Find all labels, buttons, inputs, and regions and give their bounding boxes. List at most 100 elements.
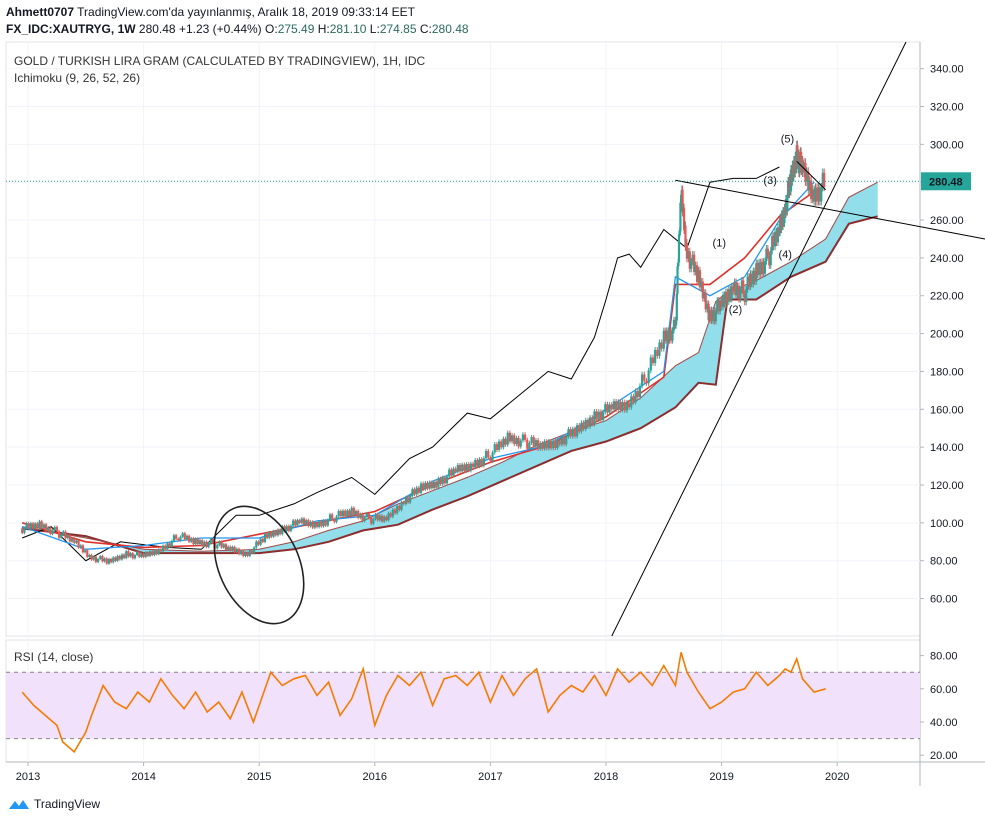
candle-body — [64, 531, 67, 539]
candle-body — [612, 401, 616, 410]
candle-body — [194, 538, 197, 545]
candle-body — [274, 531, 277, 536]
y-tick-label: 240.00 — [930, 253, 964, 265]
candle-body — [467, 464, 470, 471]
candle-body — [719, 300, 722, 312]
candle-body — [283, 526, 286, 532]
candle-body — [62, 531, 65, 535]
candle-body — [554, 440, 557, 448]
candle-body — [31, 523, 35, 529]
y-tick-label: 200.00 — [930, 329, 964, 341]
candle-body — [170, 541, 173, 547]
candle-body — [404, 497, 407, 504]
candle-body — [435, 481, 438, 488]
rsi-y-tick-label: 40.00 — [930, 717, 958, 729]
candle-body — [289, 525, 293, 531]
publish-line: Ahmett0707 TradingView.com'da yayınlanmı… — [6, 4, 469, 21]
publish-info: TradingView.com'da yayınlanmış, Aralık 1… — [77, 5, 415, 19]
tradingview-logo-icon — [9, 800, 29, 809]
candle-body — [804, 162, 807, 182]
candle-body — [227, 546, 230, 550]
candle-body — [760, 261, 764, 275]
candle-body — [398, 505, 401, 510]
hand-drawn-ellipse — [213, 505, 305, 625]
candle-body — [129, 553, 132, 557]
candle-body — [700, 281, 703, 288]
candle-body — [697, 270, 700, 283]
candle-body — [569, 429, 572, 437]
y-tick-label: 260.00 — [930, 215, 964, 227]
close-value: 280.48 — [431, 22, 469, 36]
x-tick-label: 2014 — [131, 771, 155, 783]
candle-body — [450, 469, 453, 476]
candle-body — [573, 428, 577, 437]
candle-body — [103, 558, 106, 562]
candle-body — [484, 450, 488, 459]
candle-body — [107, 558, 111, 564]
candle-body — [331, 514, 334, 520]
candle-body — [383, 516, 386, 522]
candle-body — [615, 401, 618, 410]
candle-body — [131, 553, 134, 559]
candle-body — [380, 515, 384, 522]
candle-body — [378, 515, 381, 521]
candle-body — [641, 374, 644, 386]
y-tick-label: 60.00 — [930, 594, 958, 606]
candle-body — [536, 440, 540, 449]
candle-body — [636, 391, 639, 398]
candle-body — [737, 285, 741, 300]
candle-body — [437, 478, 440, 488]
candle-body — [821, 172, 824, 188]
candle-body — [92, 556, 95, 560]
candle-body — [589, 417, 592, 427]
candle-body — [773, 231, 777, 247]
candle-body — [502, 438, 505, 448]
ichimoku-cloud — [22, 182, 878, 554]
candle-body — [724, 291, 728, 305]
candle-body — [253, 547, 256, 554]
candle-body — [263, 533, 267, 542]
tradingview-brand[interactable]: TradingView — [8, 797, 100, 811]
candle-body — [135, 551, 139, 556]
wave-label: (4) — [778, 249, 791, 261]
candle-body — [478, 459, 481, 467]
candle-body — [335, 516, 338, 522]
candle-body — [547, 441, 551, 449]
candle-body — [361, 514, 364, 521]
candle-body — [352, 507, 355, 515]
candle-body — [647, 370, 650, 384]
rsi-y-tick-label: 60.00 — [930, 684, 958, 696]
candle-body — [680, 194, 683, 203]
candle-body — [309, 521, 312, 527]
candle-body — [354, 510, 358, 515]
candle-body — [565, 436, 568, 445]
candle-body — [543, 441, 546, 449]
candle-body — [736, 285, 739, 296]
author-name[interactable]: Ahmett0707 — [6, 5, 75, 19]
candle-body — [582, 422, 585, 430]
high-label: H: — [317, 22, 330, 36]
candle-body — [584, 420, 587, 430]
candle-body — [25, 523, 28, 529]
candle-body — [426, 482, 429, 489]
candle-body — [439, 478, 442, 485]
candle-body — [27, 523, 30, 529]
candle-body — [595, 411, 598, 420]
candle-body — [720, 300, 723, 308]
candle-body — [820, 187, 823, 202]
candle-body — [259, 538, 262, 545]
candle-body — [606, 404, 609, 413]
candle-body — [322, 520, 325, 527]
candle-body — [765, 248, 768, 262]
candle-body — [665, 330, 668, 341]
candle-body — [482, 458, 485, 466]
candles-group — [21, 140, 826, 565]
candle-body — [248, 550, 251, 556]
candle-body — [402, 502, 405, 504]
y-tick-label: 320.00 — [930, 101, 964, 113]
candle-body — [391, 509, 394, 517]
candle-body — [214, 542, 217, 549]
candle-body — [168, 543, 171, 547]
candle-body — [73, 538, 76, 543]
